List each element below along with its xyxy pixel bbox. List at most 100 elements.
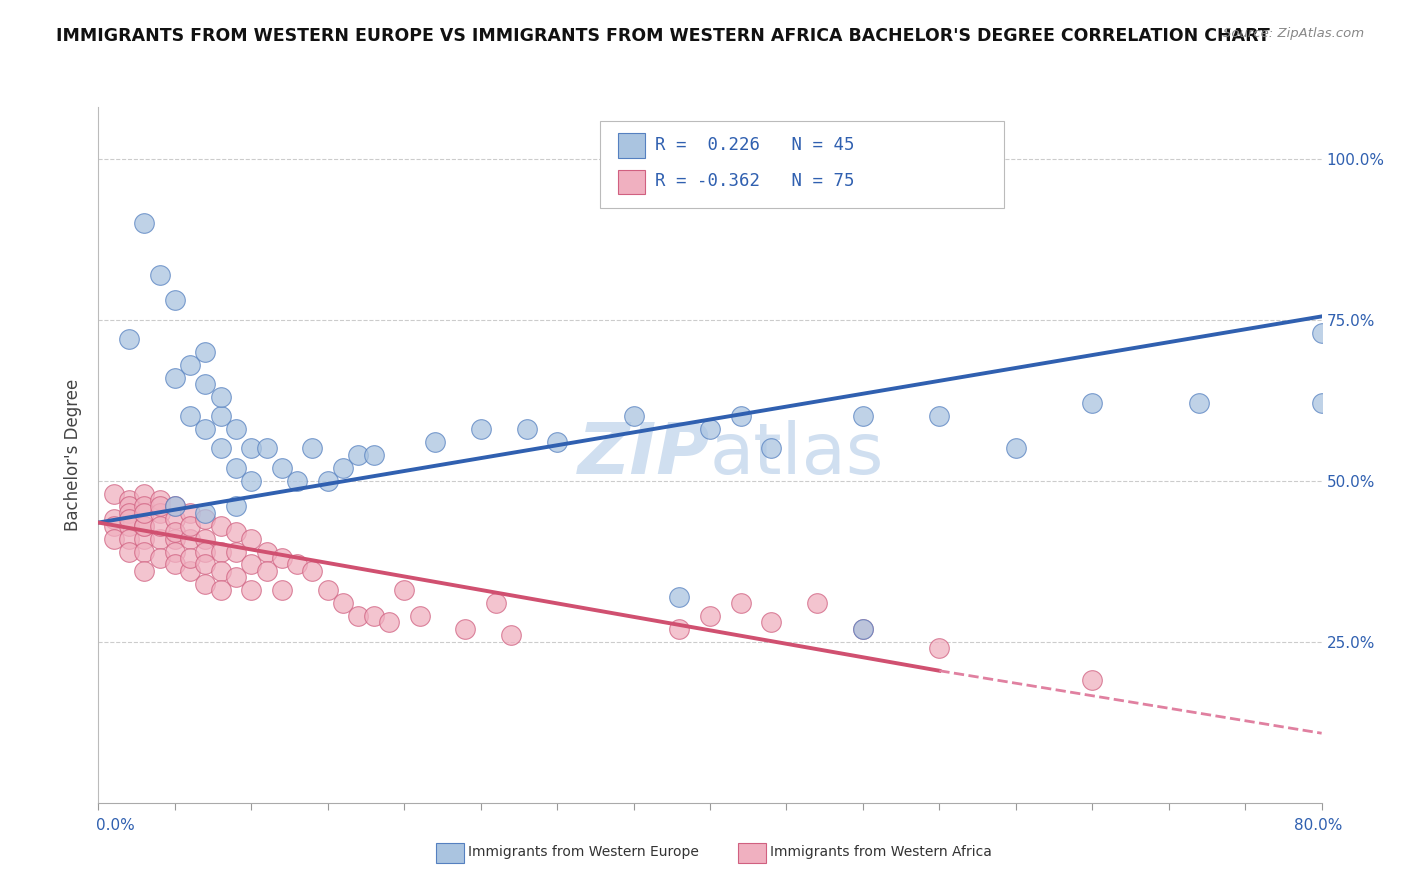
Bar	[619, 134, 645, 158]
Point	[179, 358, 201, 372]
Point	[240, 442, 263, 456]
Point	[285, 474, 308, 488]
Point	[103, 532, 125, 546]
Point	[179, 564, 201, 578]
Point	[240, 583, 263, 598]
Point	[149, 518, 172, 533]
Point	[332, 596, 354, 610]
Point	[332, 460, 354, 475]
Point	[485, 596, 508, 610]
Point	[134, 216, 156, 230]
Point	[209, 442, 232, 456]
Point	[668, 622, 690, 636]
Point	[378, 615, 401, 630]
Point	[285, 558, 308, 572]
Point	[163, 512, 186, 526]
Point	[134, 564, 156, 578]
Point	[194, 506, 217, 520]
Point	[118, 544, 141, 558]
Point	[852, 622, 875, 636]
Point	[118, 506, 141, 520]
Point	[134, 486, 156, 500]
Point	[149, 506, 172, 520]
Point	[240, 474, 263, 488]
Point	[194, 558, 217, 572]
Point	[470, 422, 492, 436]
Point	[163, 544, 186, 558]
Point	[363, 609, 385, 624]
Point	[270, 551, 292, 566]
Bar	[619, 169, 645, 194]
Point	[134, 506, 156, 520]
Point	[149, 493, 172, 508]
Point	[454, 622, 477, 636]
Point	[408, 609, 430, 624]
Point	[225, 525, 247, 540]
Text: Source: ZipAtlas.com: Source: ZipAtlas.com	[1223, 27, 1364, 40]
Point	[134, 518, 156, 533]
Point	[149, 532, 172, 546]
Point	[118, 332, 141, 346]
Point	[759, 615, 782, 630]
Point	[852, 622, 875, 636]
Point	[163, 532, 186, 546]
Point	[225, 570, 247, 584]
Point	[347, 609, 370, 624]
Point	[256, 442, 278, 456]
Point	[668, 590, 690, 604]
Point	[103, 512, 125, 526]
Point	[103, 486, 125, 500]
Point	[852, 409, 875, 424]
Point	[1081, 396, 1104, 410]
Point	[194, 512, 217, 526]
Point	[134, 518, 156, 533]
Point	[194, 344, 217, 359]
Point	[194, 422, 217, 436]
Point	[118, 532, 141, 546]
Point	[163, 525, 186, 540]
Point	[134, 500, 156, 514]
Point	[316, 583, 339, 598]
Text: IMMIGRANTS FROM WESTERN EUROPE VS IMMIGRANTS FROM WESTERN AFRICA BACHELOR'S DEGR: IMMIGRANTS FROM WESTERN EUROPE VS IMMIGR…	[56, 27, 1270, 45]
Point	[118, 512, 141, 526]
Point	[347, 448, 370, 462]
Point	[256, 564, 278, 578]
Point	[423, 435, 446, 450]
Point	[163, 293, 186, 308]
Point	[225, 422, 247, 436]
Point	[516, 422, 538, 436]
Point	[194, 576, 217, 591]
Point	[1081, 673, 1104, 688]
Point	[759, 442, 782, 456]
Point	[546, 435, 568, 450]
Point	[209, 390, 232, 404]
Point	[118, 493, 141, 508]
Point	[118, 518, 141, 533]
Point	[149, 268, 172, 282]
Text: 0.0%: 0.0%	[96, 818, 135, 832]
Point	[730, 409, 752, 424]
Point	[179, 409, 201, 424]
Point	[256, 544, 278, 558]
Point	[392, 583, 416, 598]
Point	[1004, 442, 1026, 456]
Point	[149, 551, 172, 566]
Text: R =  0.226   N = 45: R = 0.226 N = 45	[655, 136, 855, 154]
Point	[179, 506, 201, 520]
Point	[301, 564, 323, 578]
Point	[179, 518, 201, 533]
Point	[163, 500, 186, 514]
Point	[270, 460, 292, 475]
Point	[209, 583, 232, 598]
Point	[179, 551, 201, 566]
Point	[209, 518, 232, 533]
Point	[623, 409, 645, 424]
Point	[163, 370, 186, 384]
Text: Immigrants from Western Europe: Immigrants from Western Europe	[468, 845, 699, 859]
Point	[501, 628, 523, 642]
Point	[134, 544, 156, 558]
Text: R = -0.362   N = 75: R = -0.362 N = 75	[655, 172, 855, 191]
Point	[225, 500, 247, 514]
Point	[301, 442, 323, 456]
Point	[1310, 326, 1333, 340]
